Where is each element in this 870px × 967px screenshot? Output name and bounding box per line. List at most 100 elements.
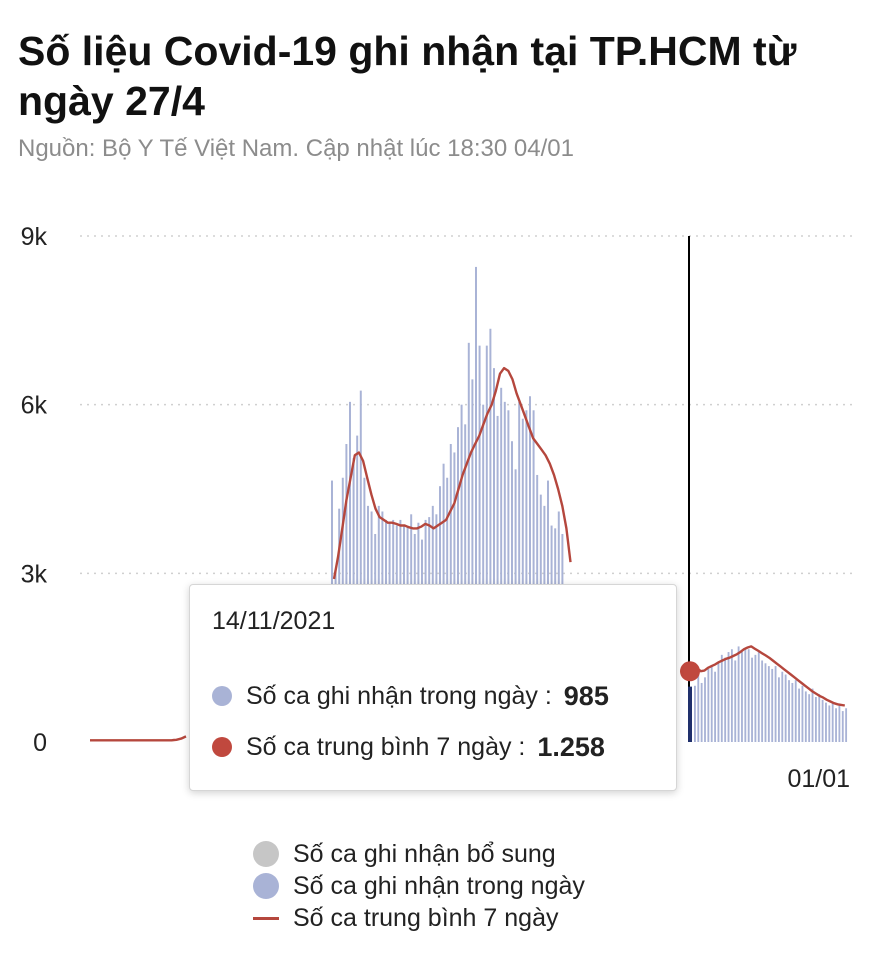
daily-bar[interactable] — [467, 342, 470, 742]
daily-bar[interactable] — [471, 379, 474, 742]
daily-bar[interactable] — [503, 401, 506, 742]
y-tick-label: 6k — [21, 392, 48, 420]
daily-bar[interactable] — [478, 345, 481, 742]
daily-bar[interactable] — [720, 654, 723, 742]
red-line-icon — [253, 916, 279, 920]
daily-bar[interactable] — [781, 671, 784, 742]
tooltip-daily-label: Số ca ghi nhận trong ngày : — [246, 681, 552, 710]
daily-bar[interactable] — [838, 705, 841, 742]
daily-bar[interactable] — [700, 682, 703, 742]
daily-bar[interactable] — [757, 652, 760, 742]
daily-bar[interactable] — [835, 708, 837, 742]
daily-bar[interactable] — [727, 652, 730, 742]
daily-bar[interactable] — [754, 654, 757, 742]
daily-bar[interactable] — [359, 390, 362, 742]
daily-bar[interactable] — [724, 657, 727, 742]
daily-bar[interactable] — [845, 708, 848, 742]
daily-bar[interactable] — [801, 685, 804, 742]
daily-bar[interactable] — [791, 682, 794, 742]
legend-label: Số ca ghi nhận bổ sung — [293, 839, 556, 868]
gray-dot-icon — [253, 841, 279, 867]
average-line — [332, 366, 572, 580]
daily-bar[interactable] — [774, 666, 777, 742]
daily-bar[interactable] — [814, 697, 817, 742]
daily-bar[interactable] — [349, 401, 351, 742]
legend: Số ca ghi nhận bổ sung Số ca ghi nhận tr… — [253, 838, 585, 934]
daily-bar[interactable] — [694, 685, 696, 742]
daily-bar[interactable] — [794, 680, 797, 742]
tooltip-average-label: Số ca trung bình 7 ngày : — [246, 732, 526, 761]
blue-dot-icon — [253, 873, 279, 899]
legend-item-supplement[interactable]: Số ca ghi nhận bổ sung — [253, 838, 585, 870]
daily-bar[interactable] — [818, 694, 821, 742]
daily-bar[interactable] — [475, 266, 477, 742]
average-line — [689, 645, 845, 707]
daily-bar[interactable] — [464, 424, 467, 742]
daily-bar[interactable] — [489, 328, 492, 742]
daily-bar[interactable] — [532, 410, 535, 742]
daily-bar[interactable] — [841, 711, 844, 742]
line-layer — [90, 366, 845, 742]
tooltip: 14/11/2021 Số ca ghi nhận trong ngày : 9… — [189, 584, 677, 791]
daily-bar[interactable] — [778, 677, 780, 742]
daily-bar[interactable] — [734, 660, 737, 742]
average-line — [90, 735, 187, 742]
tooltip-average-value: 1.258 — [537, 731, 605, 762]
daily-bar[interactable] — [788, 680, 790, 742]
red-dot-icon — [212, 737, 232, 757]
daily-bar[interactable] — [737, 646, 740, 742]
legend-item-average[interactable]: Số ca trung bình 7 ngày — [253, 902, 585, 934]
daily-bar[interactable] — [808, 694, 811, 742]
blue-dot-icon — [212, 686, 232, 706]
daily-bar[interactable] — [460, 404, 463, 742]
daily-bar[interactable] — [697, 674, 700, 742]
y-tick-label: 9k — [21, 223, 48, 251]
daily-bar[interactable] — [710, 666, 713, 742]
y-tick-label: 3k — [21, 560, 48, 588]
legend-item-daily[interactable]: Số ca ghi nhận trong ngày — [253, 870, 585, 902]
daily-bar[interactable] — [798, 688, 801, 742]
daily-bar[interactable] — [828, 705, 831, 742]
daily-bar[interactable] — [500, 387, 503, 742]
tooltip-daily-value: 985 — [563, 680, 609, 711]
daily-bar[interactable] — [704, 677, 706, 742]
daily-bar[interactable] — [518, 401, 521, 742]
legend-label: Số ca ghi nhận trong ngày — [293, 871, 585, 900]
daily-bar[interactable] — [717, 663, 720, 742]
daily-bar[interactable] — [485, 345, 488, 742]
daily-bar[interactable] — [747, 649, 750, 742]
daily-bar[interactable] — [825, 702, 827, 742]
daily-bar[interactable] — [707, 668, 710, 742]
page-title: Số liệu Covid-19 ghi nhận tại TP.HCM từ … — [18, 28, 797, 124]
daily-bar[interactable] — [831, 702, 834, 742]
daily-bar[interactable] — [525, 410, 528, 742]
daily-bar[interactable] — [811, 688, 814, 742]
daily-bar[interactable] — [771, 668, 774, 742]
daily-bar[interactable] — [767, 666, 770, 742]
daily-bar[interactable] — [730, 649, 733, 742]
daily-bar[interactable] — [521, 418, 524, 742]
daily-bar[interactable] — [493, 368, 495, 742]
highlighted-point[interactable] — [680, 661, 700, 682]
daily-bar[interactable] — [714, 671, 717, 742]
daily-bar[interactable] — [507, 410, 510, 742]
daily-bar[interactable] — [744, 649, 747, 742]
y-tick-label: 0 — [33, 729, 47, 757]
daily-bar[interactable] — [482, 404, 485, 742]
daily-bar[interactable] — [741, 652, 743, 742]
daily-bar[interactable] — [764, 663, 767, 742]
daily-bar[interactable] — [804, 691, 807, 742]
tooltip-date: 14/11/2021 — [212, 607, 336, 635]
daily-bar[interactable] — [761, 660, 764, 742]
daily-bar[interactable] — [821, 699, 824, 742]
tick-layer: 0 3k 6k 9k 01/01 — [21, 223, 850, 793]
tooltip-row-daily: Số ca ghi nhận trong ngày : 985 — [212, 680, 609, 712]
daily-bar[interactable] — [529, 396, 531, 742]
legend-label: Số ca trung bình 7 ngày — [293, 903, 559, 932]
highlighted-bar[interactable] — [688, 686, 692, 742]
source-subtitle: Nguồn: Bộ Y Tế Việt Nam. Cập nhật lúc 18… — [18, 135, 574, 162]
daily-bar[interactable] — [496, 415, 499, 742]
daily-bar[interactable] — [751, 657, 753, 742]
x-tick-label: 01/01 — [787, 765, 850, 793]
daily-bar[interactable] — [784, 674, 787, 742]
